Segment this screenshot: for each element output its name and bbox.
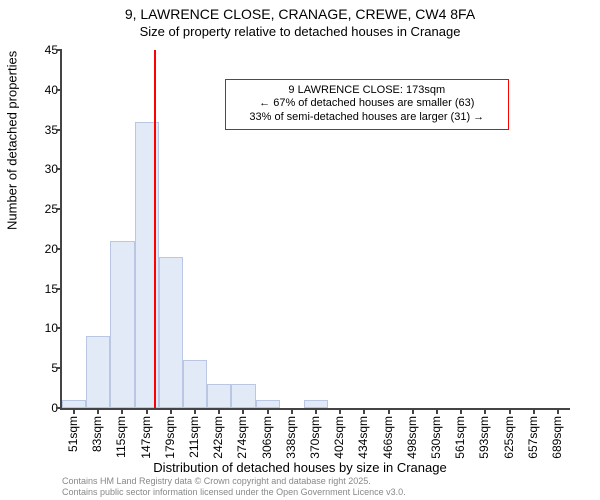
histogram-bar xyxy=(231,384,255,408)
x-tick-mark xyxy=(315,408,317,414)
x-tick-mark xyxy=(291,408,293,414)
x-tick-mark xyxy=(388,408,390,414)
y-tick-label: 15 xyxy=(28,282,58,296)
footer-attrib: Contains HM Land Registry data © Crown c… xyxy=(62,476,406,498)
x-tick-label: 274sqm xyxy=(235,416,249,459)
y-tick-label: 40 xyxy=(28,83,58,97)
y-tick-label: 30 xyxy=(28,162,58,176)
histogram-bar xyxy=(62,400,86,408)
histogram-bar xyxy=(86,336,110,408)
y-tick-mark xyxy=(56,129,62,131)
x-tick-mark xyxy=(73,408,75,414)
x-tick-label: 625sqm xyxy=(502,416,516,459)
x-tick-label: 338sqm xyxy=(284,416,298,459)
footer-line-1: Contains HM Land Registry data © Crown c… xyxy=(62,476,406,487)
x-tick-label: 211sqm xyxy=(187,416,201,458)
y-tick-mark xyxy=(56,49,62,51)
x-tick-label: 83sqm xyxy=(90,416,104,452)
x-tick-mark xyxy=(170,408,172,414)
x-tick-mark xyxy=(484,408,486,414)
x-tick-mark xyxy=(267,408,269,414)
reference-line xyxy=(154,50,156,408)
histogram-bar xyxy=(207,384,231,408)
x-tick-mark xyxy=(557,408,559,414)
title-sub: Size of property relative to detached ho… xyxy=(0,24,600,40)
x-tick-mark xyxy=(339,408,341,414)
x-axis-label: Distribution of detached houses by size … xyxy=(0,460,600,475)
annotation-line-2: ← 67% of detached houses are smaller (63… xyxy=(248,97,486,111)
x-tick-label: 115sqm xyxy=(114,416,128,458)
x-tick-mark xyxy=(412,408,414,414)
x-tick-label: 466sqm xyxy=(381,416,395,459)
x-tick-label: 179sqm xyxy=(163,416,177,459)
x-tick-mark xyxy=(218,408,220,414)
chart-root: 9, LAWRENCE CLOSE, CRANAGE, CREWE, CW4 8… xyxy=(0,0,600,500)
y-tick-label: 0 xyxy=(28,401,58,415)
x-tick-label: 530sqm xyxy=(429,416,443,459)
y-tick-mark xyxy=(56,327,62,329)
annotation-line-3: 33% of semi-detached houses are larger (… xyxy=(248,111,486,125)
x-tick-label: 370sqm xyxy=(308,416,322,459)
y-tick-mark xyxy=(56,168,62,170)
x-tick-label: 498sqm xyxy=(405,416,419,459)
y-tick-label: 10 xyxy=(28,321,58,335)
y-tick-label: 25 xyxy=(28,202,58,216)
x-tick-label: 593sqm xyxy=(477,416,491,459)
y-tick-mark xyxy=(56,367,62,369)
y-tick-label: 20 xyxy=(28,242,58,256)
y-tick-mark xyxy=(56,288,62,290)
y-tick-label: 35 xyxy=(28,123,58,137)
y-tick-mark xyxy=(56,208,62,210)
histogram-bar xyxy=(159,257,183,408)
x-tick-mark xyxy=(146,408,148,414)
y-axis-label: Number of detached properties xyxy=(5,51,20,230)
x-tick-label: 402sqm xyxy=(332,416,346,459)
x-tick-label: 51sqm xyxy=(66,416,80,452)
x-tick-mark xyxy=(509,408,511,414)
x-tick-mark xyxy=(363,408,365,414)
histogram-bar xyxy=(110,241,134,408)
x-tick-label: 657sqm xyxy=(526,416,540,459)
x-tick-mark xyxy=(436,408,438,414)
title-block: 9, LAWRENCE CLOSE, CRANAGE, CREWE, CW4 8… xyxy=(0,6,600,40)
x-tick-mark xyxy=(533,408,535,414)
x-tick-label: 306sqm xyxy=(260,416,274,459)
x-tick-label: 147sqm xyxy=(139,416,153,459)
y-tick-label: 45 xyxy=(28,43,58,57)
x-tick-mark xyxy=(194,408,196,414)
y-tick-mark xyxy=(56,248,62,250)
histogram-bar xyxy=(256,400,280,408)
y-tick-label: 5 xyxy=(28,361,58,375)
y-tick-mark xyxy=(56,89,62,91)
histogram-bar xyxy=(183,360,207,408)
annotation-line-1: 9 LAWRENCE CLOSE: 173sqm xyxy=(248,84,486,98)
x-tick-label: 561sqm xyxy=(453,416,467,459)
x-tick-mark xyxy=(242,408,244,414)
footer-line-2: Contains public sector information licen… xyxy=(62,487,406,498)
plot-area: 05101520253035404551sqm83sqm115sqm147sqm… xyxy=(60,50,570,410)
x-tick-label: 242sqm xyxy=(211,416,225,459)
x-tick-label: 434sqm xyxy=(356,416,370,459)
x-tick-mark xyxy=(121,408,123,414)
x-tick-mark xyxy=(460,408,462,414)
x-tick-mark xyxy=(97,408,99,414)
x-tick-label: 689sqm xyxy=(550,416,564,459)
histogram-bar xyxy=(304,400,328,408)
annotation-box: 9 LAWRENCE CLOSE: 173sqm← 67% of detache… xyxy=(225,79,509,130)
title-main: 9, LAWRENCE CLOSE, CRANAGE, CREWE, CW4 8… xyxy=(0,6,600,24)
